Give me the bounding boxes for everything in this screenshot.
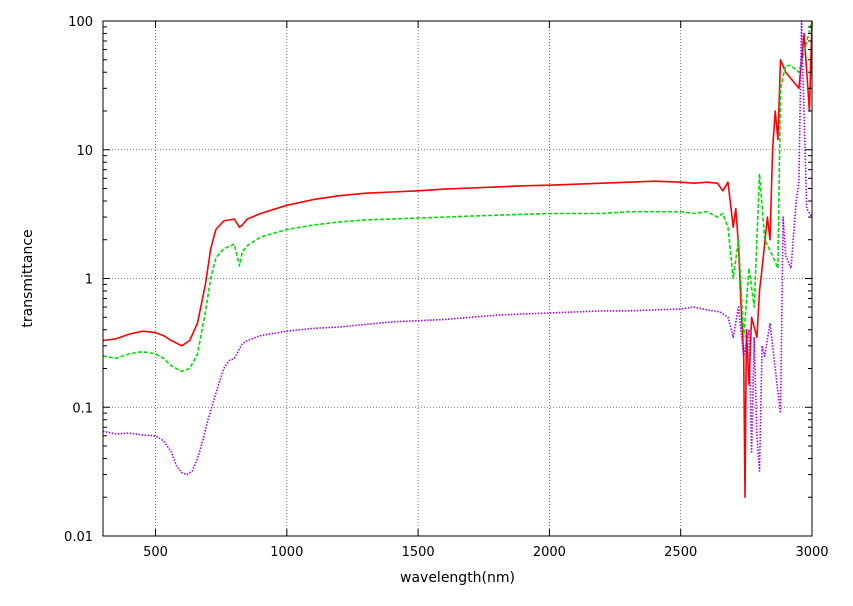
y-tick-label: 100: [68, 15, 93, 30]
series-line-1: [102, 20, 813, 498]
x-tick-label: 1000: [270, 545, 303, 560]
x-tick-label: 3000: [795, 545, 828, 560]
grid-lines: [103, 21, 812, 536]
y-tick-labels: 0.01 0.1 1 10 100: [64, 15, 93, 545]
x-tick-label: 500: [143, 545, 168, 560]
series-group: [102, 20, 813, 498]
y-tick-label: 10: [76, 144, 93, 159]
y-tick-label: 0.01: [64, 530, 93, 545]
x-axis-label: wavelength(nm): [400, 570, 515, 586]
y-tick-label: 1: [85, 273, 93, 288]
x-tick-labels: 500 1000 1500 2000 2500 3000: [143, 545, 828, 560]
tick-marks: [103, 20, 813, 537]
y-tick-label: 0.1: [72, 401, 93, 416]
x-tick-label: 2000: [533, 545, 566, 560]
y-axis-label: transmittance: [20, 229, 36, 327]
x-tick-label: 1500: [402, 545, 435, 560]
series-line-2: [102, 20, 813, 373]
series-line-3: [102, 20, 813, 476]
x-tick-label: 2500: [664, 545, 697, 560]
